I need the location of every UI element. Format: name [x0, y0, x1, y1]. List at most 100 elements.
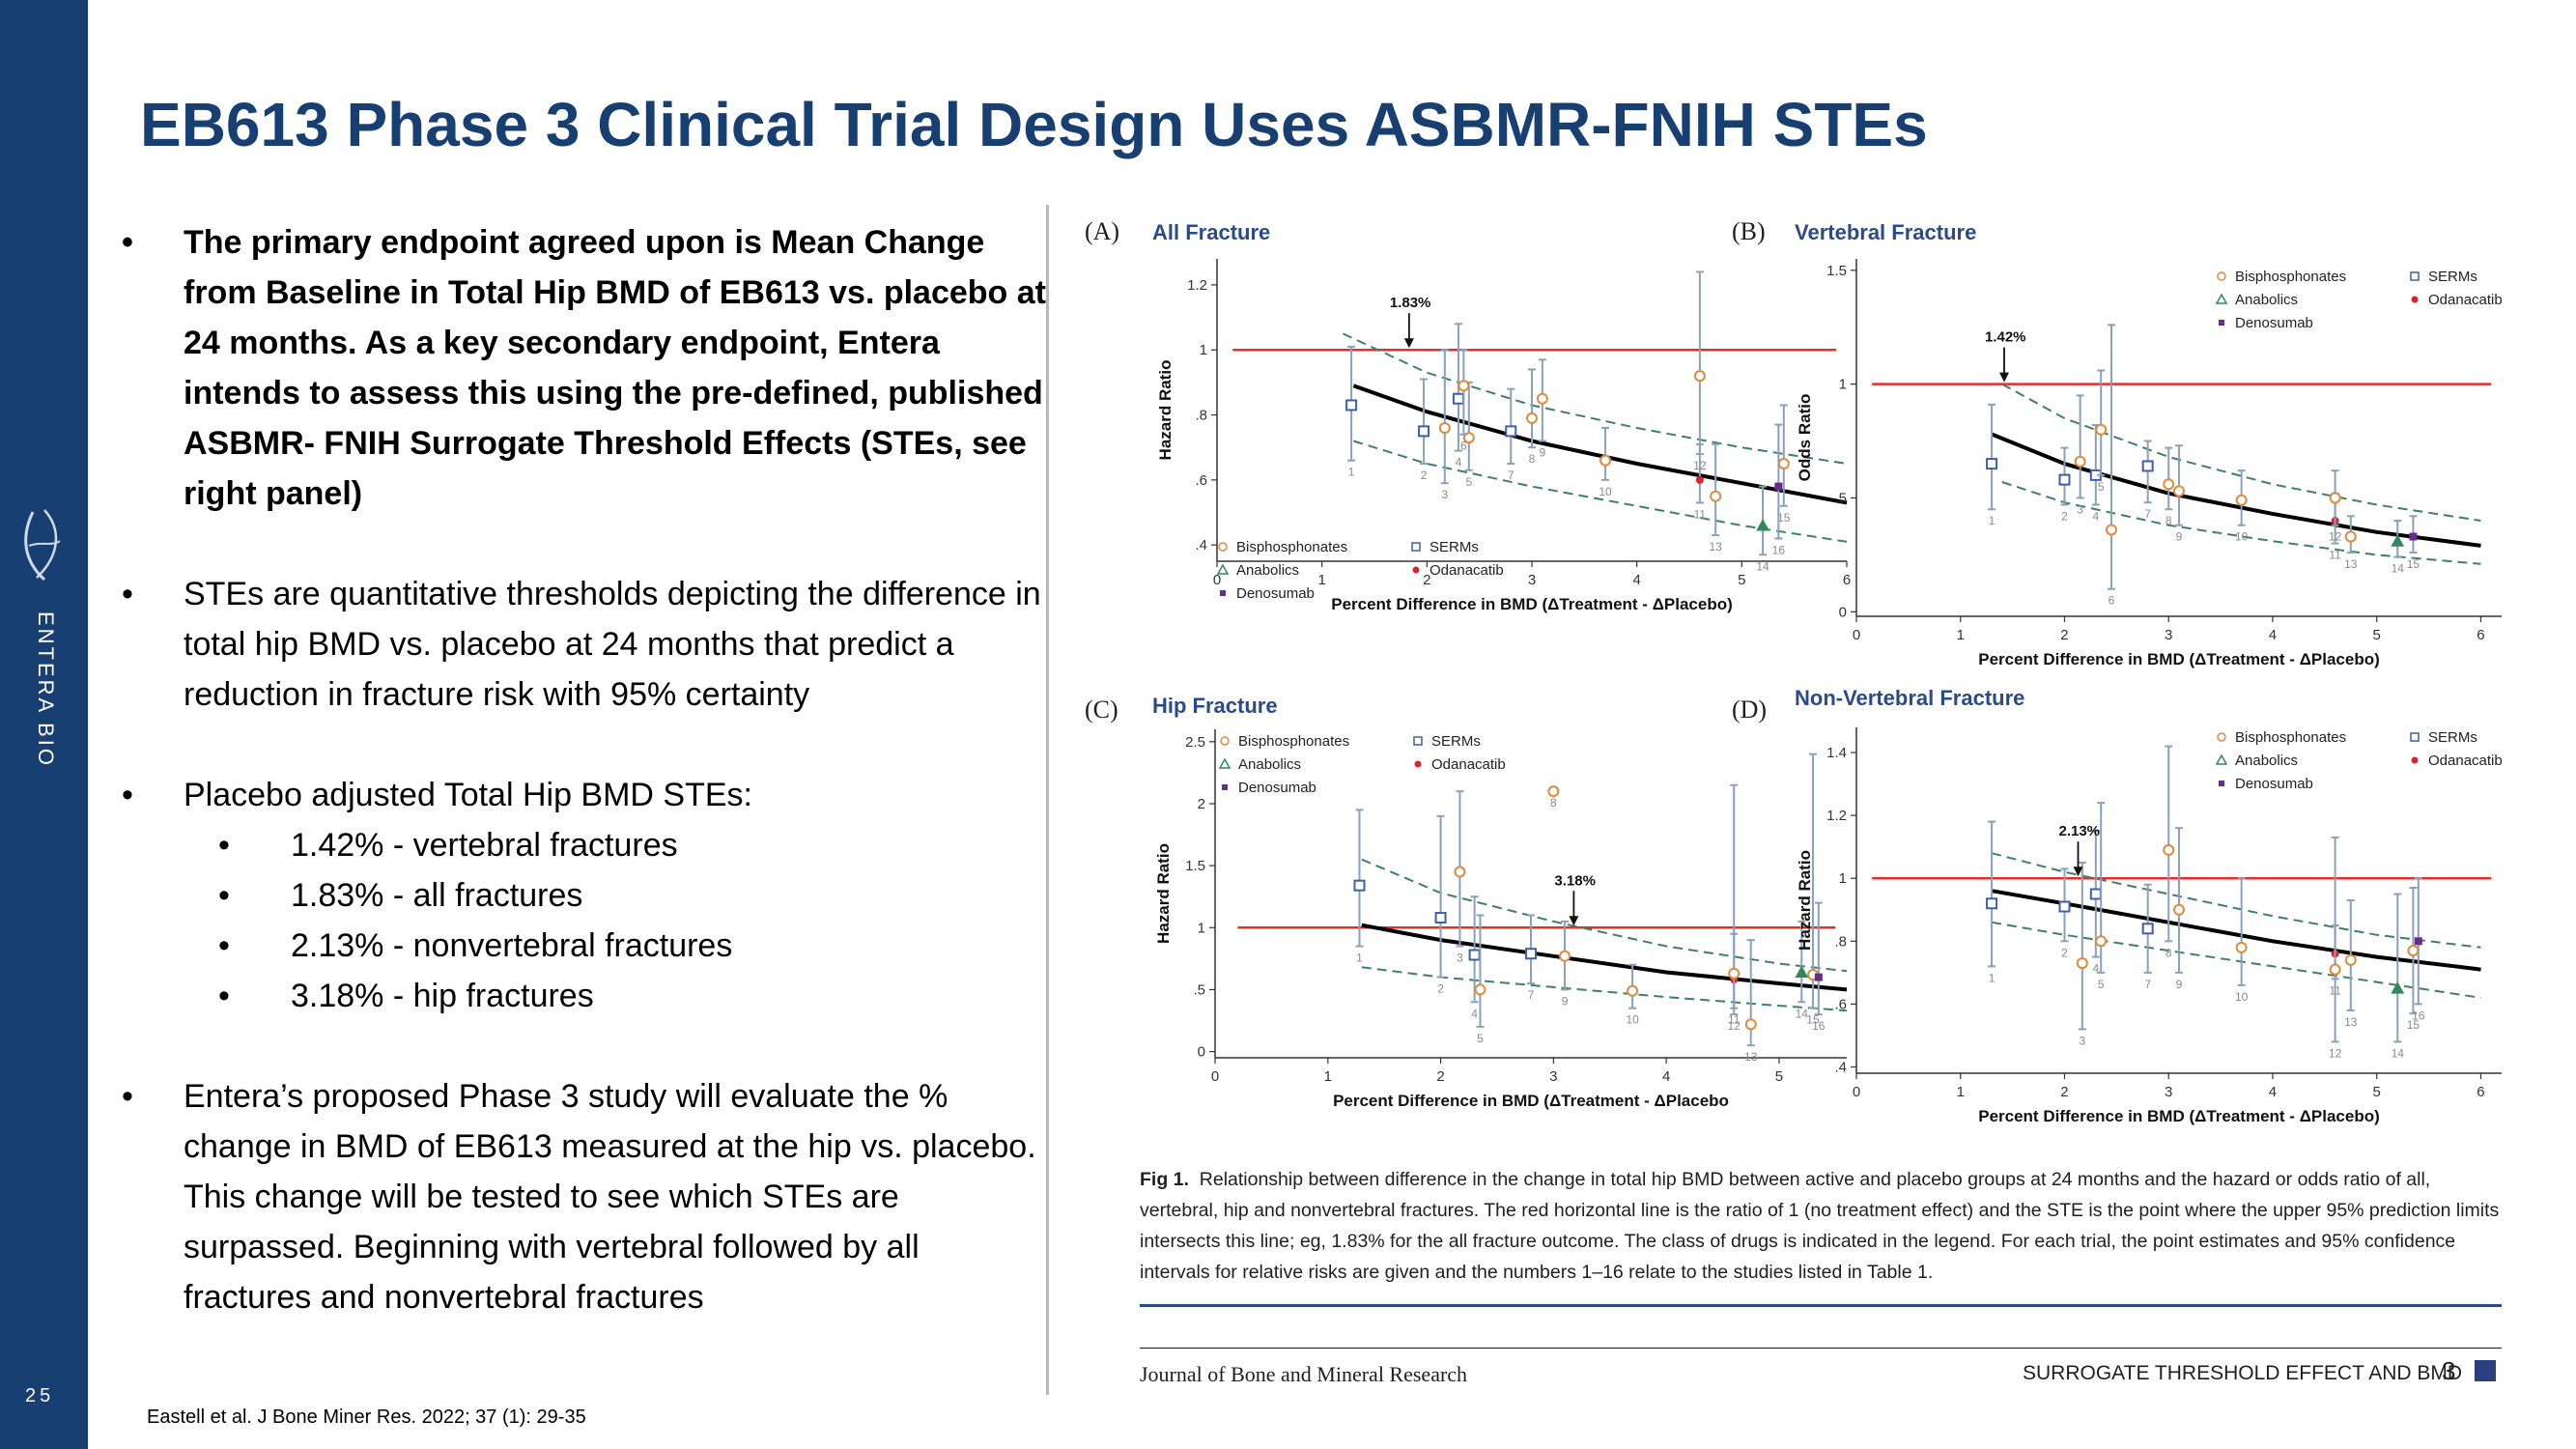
y-axis-label: Hazard Ratio	[1796, 850, 1814, 951]
study-id-label: 9	[2176, 978, 2183, 991]
data-point-anabolic	[1756, 518, 1769, 531]
y-tick-label: .8	[1195, 408, 1207, 424]
data-point-serm	[1505, 425, 1517, 438]
bullet-ste-definition: • STEs are quantitative thresholds depict…	[122, 569, 1049, 720]
data-point-serm	[1353, 879, 1366, 892]
y-tick-label: 1	[1839, 377, 1847, 393]
study-id-label: 14	[1796, 1007, 1809, 1020]
legend-label: Odanacatib	[2428, 753, 2503, 769]
y-tick-label: 2	[1198, 796, 1205, 812]
data-point-odanacatib	[1695, 475, 1704, 484]
study-id-label: 12	[1693, 459, 1707, 472]
legend-label: Anabolics	[1238, 756, 1301, 773]
data-point-bisphosphonate	[2095, 935, 2108, 948]
study-id-label: 4	[1456, 456, 1462, 469]
bullet-text: Placebo adjusted Total Hip BMD STEs:	[184, 777, 752, 813]
x-tick-label: 6	[2477, 627, 2484, 643]
y-tick-label: .8	[1834, 933, 1847, 950]
study-id-label: 16	[1812, 1019, 1826, 1033]
ste-arrowhead	[1569, 916, 1579, 926]
bullet-marker: •	[122, 224, 133, 261]
regression-line	[1991, 889, 2481, 972]
study-id-label: 8	[2166, 514, 2172, 527]
bullet-text: The primary endpoint agreed upon is Mean…	[184, 224, 1046, 512]
study-id-label: 7	[2144, 507, 2151, 521]
data-point-bisphosphonate	[2235, 494, 2248, 506]
y-tick-label: .4	[1195, 537, 1207, 554]
data-point-serm	[1345, 399, 1358, 412]
x-axis-label: Percent Difference in BMD (ΔTreatment - …	[1333, 1092, 1729, 1110]
journal-name: Journal of Bone and Mineral Research	[1140, 1362, 1468, 1386]
upper-prediction-limit	[1991, 852, 2481, 949]
data-point-serm	[1986, 897, 1998, 910]
x-tick-label: 3	[2165, 1084, 2172, 1100]
legend-label: Anabolics	[2235, 753, 2298, 769]
data-point-bisphosphonate	[1728, 967, 1741, 980]
study-id-label: 11	[1728, 1013, 1741, 1027]
legend-label: Anabolics	[1236, 562, 1299, 579]
study-id-label: 10	[1599, 485, 1612, 498]
x-tick-label: 0	[1211, 1068, 1219, 1085]
study-id-label: 9	[1562, 994, 1569, 1008]
y-tick-label: 1.2	[1187, 277, 1207, 294]
study-id-label: 14	[2392, 1046, 2405, 1060]
y-tick-label: 1.5	[1185, 858, 1205, 874]
legend-marker-anabolic	[1218, 757, 1231, 769]
lower-prediction-limit	[1361, 966, 1848, 1012]
y-tick-label: .5	[1193, 981, 1205, 998]
study-id-label: 2	[2061, 510, 2068, 524]
slide-title: EB613 Phase 3 Clinical Trial Design Uses…	[140, 90, 1928, 159]
legend-label: Denosumab	[2235, 776, 2313, 792]
x-tick-label: 2	[1423, 572, 1430, 588]
ste-label: 2.13%	[2058, 823, 2100, 839]
study-id-label: 13	[1744, 1050, 1758, 1064]
study-id-label: 2	[1437, 982, 1444, 996]
study-id-label: 10	[1626, 1013, 1639, 1027]
y-tick-label: 1	[1198, 920, 1205, 936]
data-point-serm	[2141, 923, 2154, 935]
data-point-bisphosphonate	[2076, 957, 2088, 970]
bullet-marker: •	[122, 1078, 133, 1115]
y-tick-label: 1.5	[1826, 263, 1847, 279]
study-id-label: 5	[2098, 978, 2105, 991]
x-tick-label: 1	[1957, 1084, 1965, 1100]
panel-label: (B)	[1732, 217, 1766, 245]
legend-label: SERMs	[2428, 269, 2477, 285]
study-id-label: 9	[2176, 530, 2183, 544]
data-point-denosumab	[1814, 973, 1823, 981]
legend-marker-bisphosphonate	[1220, 736, 1230, 746]
legend-marker-serm	[2410, 732, 2420, 742]
figure-caption: Fig 1. Relationship between difference i…	[1140, 1164, 2502, 1288]
x-tick-label: 3	[1528, 572, 1536, 588]
study-id-label: 12	[1728, 1019, 1741, 1033]
y-tick-label: 1.2	[1826, 808, 1847, 824]
data-point-denosumab	[2414, 937, 2422, 946]
x-tick-label: 2	[2060, 1084, 2068, 1100]
x-tick-label: 0	[1853, 1084, 1860, 1100]
study-id-label: 13	[2344, 1015, 2358, 1029]
journal-square-icon	[2475, 1360, 2496, 1381]
study-id-label: 4	[2092, 510, 2099, 524]
study-id-label: 13	[2344, 557, 2358, 571]
study-id-label: 5	[2098, 480, 2105, 494]
legend-label: Odanacatib	[1430, 562, 1504, 579]
data-point-bisphosphonate	[2407, 945, 2420, 957]
study-id-label: 5	[1477, 1032, 1484, 1045]
journal-rule-thin	[1140, 1348, 2502, 1349]
data-point-anabolic	[2391, 981, 2405, 994]
x-tick-label: 5	[2373, 1084, 2381, 1100]
legend-label: Denosumab	[2235, 315, 2313, 331]
bullet-list: • The primary endpoint agreed upon is Mea…	[122, 217, 1049, 1322]
citation: Eastell et al. J Bone Miner Res. 2022; 3…	[147, 1406, 586, 1428]
x-tick-label: 5	[1738, 572, 1745, 588]
bullet-marker: •	[122, 576, 133, 612]
x-tick-label: 5	[1775, 1068, 1783, 1085]
study-id-label: 7	[2144, 978, 2151, 991]
y-tick-label: 1	[1839, 870, 1847, 887]
legend-marker-anabolic	[2215, 753, 2228, 765]
bullet-marker: •	[218, 827, 230, 864]
data-point-bisphosphonate	[1536, 392, 1548, 405]
y-tick-label: .4	[1834, 1059, 1847, 1075]
study-id-label: 15	[2407, 557, 2420, 571]
legend-label: Denosumab	[1236, 585, 1315, 602]
